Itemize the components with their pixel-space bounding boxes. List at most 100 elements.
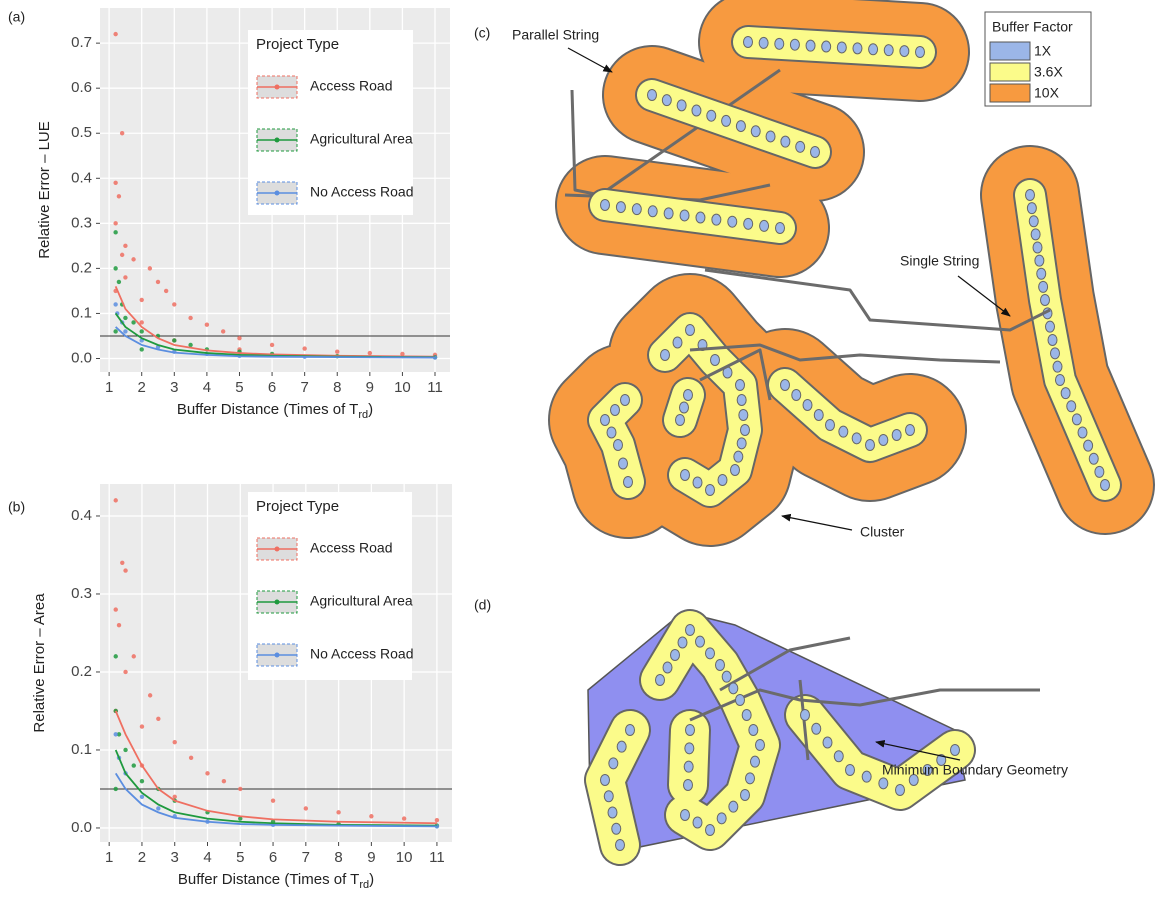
point	[205, 322, 209, 326]
legend-dot	[275, 85, 280, 90]
turbine	[1056, 375, 1065, 386]
point	[113, 302, 117, 306]
turbine	[1061, 388, 1070, 399]
point	[173, 795, 177, 799]
turbine	[648, 206, 657, 217]
turbine	[1026, 190, 1035, 201]
turbine	[812, 723, 821, 734]
turbine	[1041, 295, 1050, 306]
legend-label: Agricultural Area	[310, 593, 413, 609]
turbine	[612, 823, 621, 834]
x-axis-label-text: Buffer Distance (Times of T	[178, 871, 359, 888]
point	[435, 818, 439, 822]
turbine	[696, 212, 705, 223]
point	[123, 748, 127, 752]
point	[140, 779, 144, 783]
turbine	[814, 410, 823, 421]
x-axis-label-sub: rd	[359, 879, 369, 891]
annotation: Single String	[900, 253, 979, 269]
turbine	[681, 810, 690, 821]
turbine	[663, 662, 672, 673]
turbine	[607, 427, 616, 438]
point	[148, 693, 152, 697]
y-tick-label: 0.6	[71, 79, 92, 96]
point	[140, 298, 144, 302]
buffer	[748, 42, 920, 52]
turbine	[900, 46, 909, 57]
turbine	[862, 771, 871, 782]
turbine	[706, 485, 715, 496]
y-axis-label: Relative Error – Area	[31, 593, 48, 733]
x-tick-label: 1	[105, 849, 113, 866]
x-tick-label: 10	[394, 379, 411, 396]
point	[189, 756, 193, 760]
turbine	[1078, 427, 1087, 438]
turbine	[648, 90, 657, 101]
legend-title: Project Type	[256, 498, 339, 515]
turbine	[1072, 414, 1081, 425]
turbine	[626, 725, 635, 736]
y-tick-label: 0.3	[71, 214, 92, 231]
y-tick-label: 0.2	[71, 259, 92, 276]
legend-dot	[275, 547, 280, 552]
turbine	[684, 390, 693, 401]
turbine	[759, 37, 768, 48]
point	[368, 351, 372, 355]
turbine	[1053, 361, 1062, 372]
turbine	[686, 325, 695, 336]
x-axis-label-close: )	[369, 871, 374, 888]
legend-label: No Access Road	[310, 184, 414, 200]
point	[336, 810, 340, 814]
point	[270, 343, 274, 347]
legend-swatch	[990, 42, 1030, 60]
turbine	[742, 710, 751, 721]
turbine	[685, 743, 694, 754]
x-tick-label: 5	[236, 849, 244, 866]
panel-label: (a)	[8, 9, 25, 25]
point	[123, 329, 127, 333]
turbine	[676, 415, 685, 426]
y-tick-label: 0.7	[71, 34, 92, 51]
turbine	[916, 47, 925, 58]
annotation: Parallel String	[512, 27, 599, 43]
point	[117, 280, 121, 284]
x-tick-label: 11	[427, 379, 443, 396]
point	[114, 787, 118, 791]
x-tick-label: 6	[268, 379, 276, 396]
point	[156, 280, 160, 284]
point	[304, 806, 308, 810]
turbine	[744, 218, 753, 229]
turbine	[1067, 401, 1076, 412]
point	[114, 732, 118, 736]
turbine	[680, 210, 689, 221]
point	[140, 347, 144, 351]
point	[132, 763, 136, 767]
turbine	[717, 813, 726, 824]
turbine	[1046, 321, 1055, 332]
x-tick-label: 2	[138, 849, 146, 866]
y-tick-label: 0.0	[71, 819, 92, 836]
x-tick-label: 9	[367, 849, 375, 866]
x-tick-label: 9	[366, 379, 374, 396]
turbine	[601, 775, 610, 786]
turbine	[879, 778, 888, 789]
arrow	[568, 48, 612, 72]
turbine	[706, 648, 715, 659]
turbine	[1051, 348, 1060, 359]
turbine	[632, 204, 641, 215]
point	[113, 230, 117, 234]
turbine	[796, 141, 805, 152]
turbine	[728, 216, 737, 227]
turbine	[722, 115, 731, 126]
turbine	[1031, 229, 1040, 240]
point	[117, 194, 121, 198]
turbine	[879, 435, 888, 446]
point	[113, 221, 117, 225]
legend-dot	[275, 653, 280, 658]
turbine	[896, 785, 905, 796]
turbine	[801, 710, 810, 721]
legend-label: Agricultural Area	[310, 131, 413, 147]
